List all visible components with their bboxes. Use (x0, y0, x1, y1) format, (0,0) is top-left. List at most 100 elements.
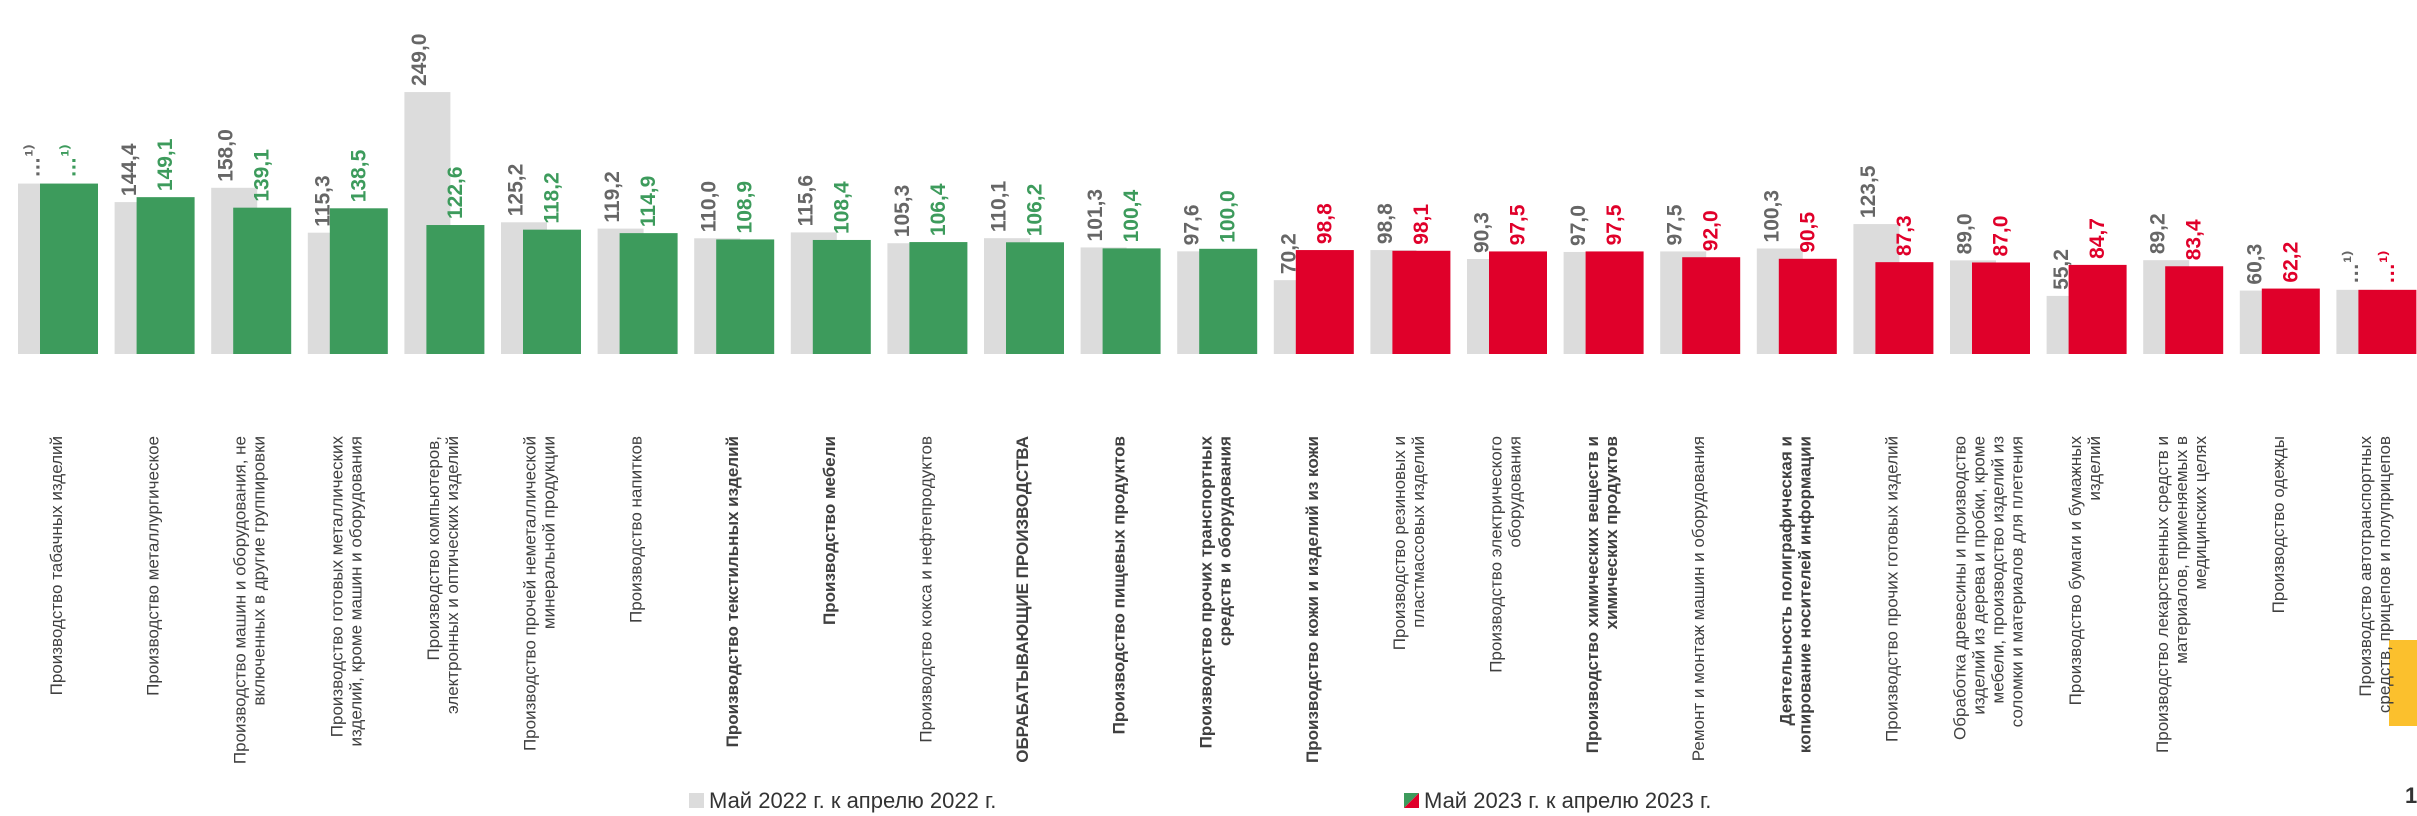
value-label: 138,5 (347, 149, 370, 202)
category-label: Производство кожи и изделий из кожи (1303, 436, 1322, 763)
bar (1778, 258, 1837, 354)
value-label: 84,7 (2086, 218, 2109, 259)
value-label: 110,0 (698, 181, 721, 232)
category-label: Производство лекарственных средств имате… (2154, 436, 2211, 753)
category-label: Производство металлургическое (144, 436, 163, 696)
category-label: Ремонт и монтаж машин и оборудования (1690, 436, 1709, 761)
value-label: 55,2 (2050, 249, 2073, 290)
category-label: Производство табачных изделий (47, 436, 66, 695)
bar (329, 208, 388, 354)
value-label: 97,5 (1664, 204, 1687, 245)
bar (1295, 250, 1354, 354)
value-label: …¹⁾ (2376, 251, 2399, 284)
value-label: 125,2 (505, 164, 528, 217)
category-label: ОБРАБАТЫВАЮЩИЕ ПРОИЗВОДСТВА (1013, 436, 1032, 763)
category-label: Производство текстильных изделий (724, 436, 743, 747)
value-label: 249,0 (408, 33, 431, 86)
value-label: 89,2 (2147, 213, 2170, 254)
value-label: 90,3 (1471, 212, 1494, 253)
legend-label: Май 2023 г. к апрелю 2023 г. (1424, 788, 1711, 813)
value-label: 60,3 (2243, 244, 2266, 285)
legend-marker (689, 793, 704, 808)
bar (1102, 248, 1161, 354)
value-label: 105,3 (891, 185, 914, 238)
value-label: 123,5 (1857, 165, 1880, 218)
value-label: 115,3 (311, 175, 334, 226)
bar (523, 229, 581, 354)
bar (1199, 248, 1258, 354)
bar (1875, 262, 1934, 354)
bar (1585, 251, 1644, 354)
value-label: …¹⁾ (58, 144, 81, 177)
category-label: Производство прочей неметаллическойминер… (521, 436, 559, 751)
value-label: 90,5 (1796, 212, 1819, 253)
category-label: Производство резиновых ипластмассовых из… (1390, 436, 1428, 650)
value-label: 139,1 (251, 149, 274, 202)
category-label: Производство прочих готовых изделий (1883, 436, 1902, 742)
bar (426, 225, 485, 354)
bar (619, 233, 678, 354)
bar (2358, 289, 2417, 354)
value-label: …¹⁾ (22, 144, 45, 177)
value-label: 100,3 (1760, 190, 1783, 243)
value-label: 92,0 (1700, 210, 1723, 251)
value-label: 100,0 (1217, 190, 1240, 243)
value-label: 87,0 (1990, 216, 2013, 257)
value-label: 106,2 (1024, 184, 1047, 237)
value-label: 122,6 (444, 166, 467, 219)
bar (1972, 262, 2030, 354)
value-label: 149,1 (154, 138, 177, 191)
value-label: 98,1 (1410, 204, 1433, 245)
bar (233, 207, 292, 354)
bar (40, 183, 98, 354)
bar (909, 242, 968, 354)
value-label: 114,9 (637, 176, 660, 227)
bar (1682, 257, 1741, 354)
category-label: Производство автотранспортныхсредств, пр… (2356, 436, 2394, 714)
value-label: 144,4 (118, 143, 141, 196)
value-label: 106,4 (927, 183, 950, 236)
category-label: Производство готовых металлическихиздели… (328, 436, 366, 747)
category-label: Производство прочих транспортныхсредств … (1197, 435, 1235, 748)
category-label: Производство кокса и нефтепродуктов (917, 436, 936, 743)
category-label: Производство напитков (627, 436, 646, 623)
value-label: 87,3 (1893, 215, 1916, 256)
category-label: Производство химических веществ ихимичес… (1584, 436, 1622, 753)
value-label: 101,3 (1084, 189, 1107, 242)
category-label: Деятельность полиграфическая икопировани… (1777, 436, 1815, 753)
bar (2165, 266, 2224, 354)
category-label: Производство машин и оборудования, невкл… (231, 436, 269, 764)
decor-block (2389, 640, 2417, 726)
category-label: Производство электрическогооборудования (1487, 436, 1525, 673)
value-label: 97,6 (1181, 204, 1204, 245)
value-label: 118,2 (541, 172, 564, 223)
value-label: 97,5 (1603, 204, 1626, 245)
value-label: 98,8 (1374, 203, 1397, 244)
category-label: Производство компьютеров,электронных и о… (424, 436, 462, 714)
category-label: Обработка древесины и производствоиздели… (1951, 436, 2027, 740)
bar (136, 197, 195, 354)
value-label: 115,6 (794, 175, 817, 226)
bar (2261, 288, 2320, 354)
value-label: 119,2 (601, 171, 624, 222)
value-label: 83,4 (2183, 219, 2206, 260)
bar (1489, 251, 1547, 354)
bar (1392, 250, 1451, 354)
legend-label: Май 2022 г. к апрелю 2022 г. (709, 788, 996, 813)
value-label: 89,0 (1954, 213, 1977, 254)
bar (812, 239, 871, 354)
value-label: 97,5 (1507, 204, 1530, 245)
bar (716, 239, 775, 354)
value-label: 97,0 (1567, 205, 1590, 246)
value-label: 100,4 (1120, 190, 1143, 243)
value-label: 70,2 (1277, 233, 1300, 274)
value-label: 98,8 (1313, 203, 1336, 244)
page-number: 1 (2405, 783, 2417, 808)
value-label: 158,0 (215, 129, 238, 182)
value-label: 108,9 (734, 181, 757, 234)
category-label: Производство мебели (820, 436, 839, 625)
value-label: 62,2 (2279, 242, 2302, 283)
value-label: 108,4 (830, 181, 853, 234)
category-label: Производство одежды (2269, 436, 2288, 613)
